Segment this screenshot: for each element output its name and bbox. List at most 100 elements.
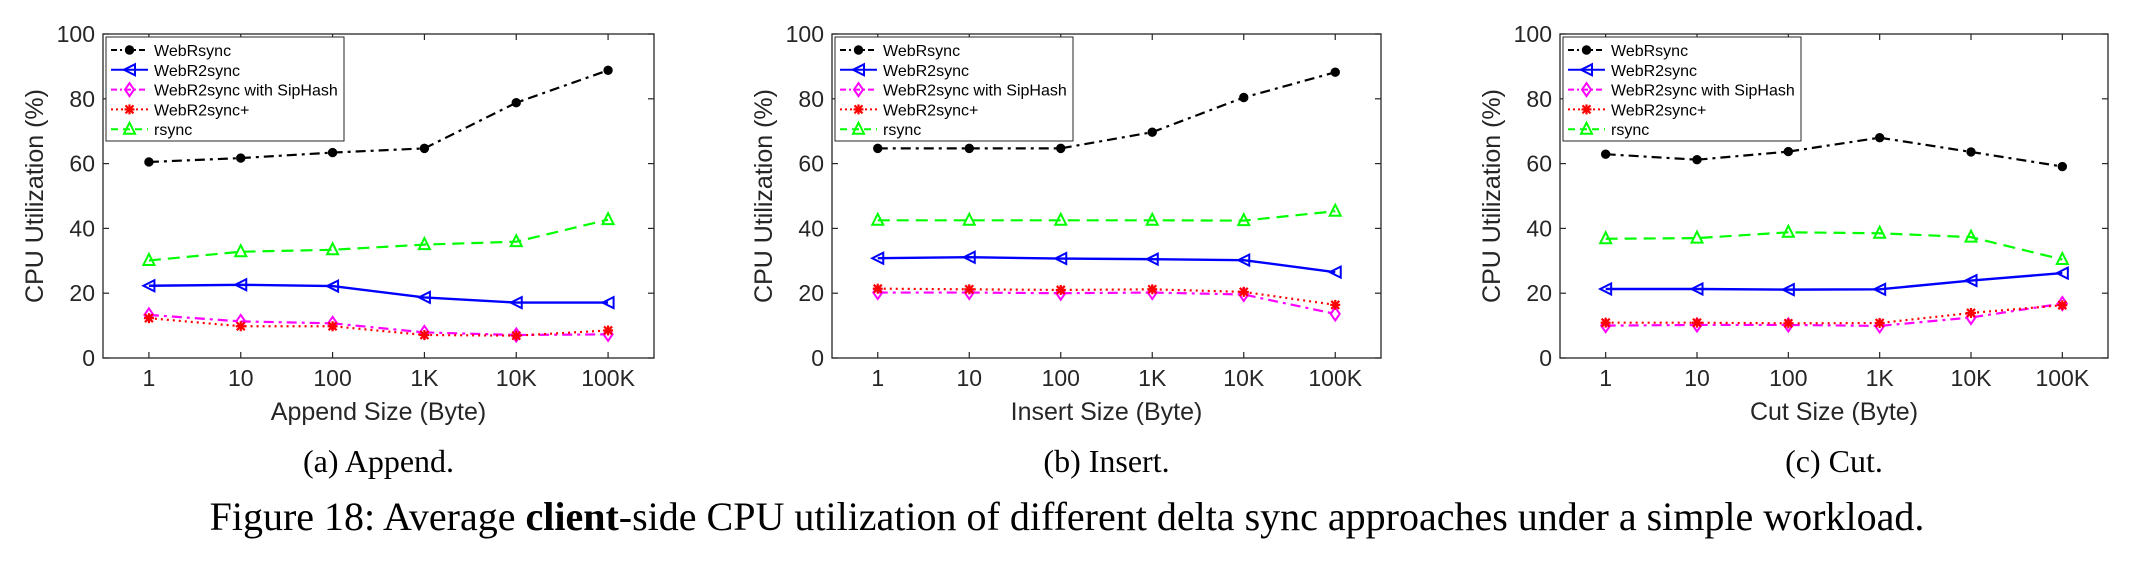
data-point-marker [327, 147, 338, 158]
data-point-marker [324, 278, 340, 294]
y-tick-label: 80 [798, 86, 824, 112]
legend-marker-icon [851, 120, 866, 135]
data-point-marker [508, 295, 523, 310]
data-point-marker [325, 241, 340, 256]
plot-area [831, 33, 1382, 359]
data-point-marker [1963, 273, 1978, 288]
data-point-marker [1329, 305, 1341, 323]
data-point-marker [873, 143, 883, 154]
y-axis-title: CPU Utilization (%) [1478, 89, 1506, 303]
data-point-marker [1055, 284, 1066, 295]
legend-box [1562, 36, 1802, 142]
data-point-marker [236, 153, 246, 163]
legend-item: WebRsync [840, 43, 960, 60]
legend-item: WebR2sync [1568, 62, 1697, 80]
data-point-marker [1692, 317, 1702, 328]
data-point-marker [1145, 211, 1160, 226]
legend-marker-icon [853, 104, 864, 115]
data-point-marker [603, 325, 614, 336]
data-point-marker [1330, 67, 1340, 77]
chart-panel-3: 0 20 40 60 80 100 1 10 100 1K 10K 100K Cut Size (Byt… [1478, 21, 2109, 479]
series-webr2sync [141, 277, 615, 310]
series-webr2sync-with-siphash [872, 284, 1341, 323]
legend-marker-icon [1579, 120, 1594, 135]
data-point-marker [1053, 211, 1068, 226]
chart-panel-2: 0 20 40 60 80 100 1 10 100 1K 10K 100K Insert Size (… [750, 21, 1382, 479]
y-tick-label: 20 [798, 280, 824, 306]
legend-label: WebR2sync with SipHash [154, 83, 338, 100]
series-webrsync [1600, 132, 2068, 172]
subfigure-caption: (b) Insert. [1043, 443, 1169, 479]
data-point-marker [1963, 228, 1979, 243]
data-point-marker [144, 157, 154, 167]
data-point-marker [233, 277, 248, 292]
data-point-marker [1692, 155, 1702, 165]
y-tick-label: 60 [1526, 151, 1552, 177]
x-tick-label: 100 [1042, 365, 1080, 391]
series-line [877, 256, 1336, 274]
data-point-marker [600, 295, 615, 310]
legend-marker-icon [852, 81, 865, 98]
data-point-marker [2055, 250, 2070, 266]
y-tick-label: 0 [1539, 345, 1552, 371]
legend-label: WebR2sync [154, 63, 240, 80]
y-tick-label: 60 [798, 151, 824, 177]
x-tick-label: 10 [228, 365, 254, 391]
data-point-marker [235, 321, 246, 332]
data-point-marker [1147, 127, 1157, 137]
figure-caption: Figure 18: Average client-side CPU utili… [210, 494, 1925, 539]
data-point-marker [1328, 202, 1343, 217]
legend-item: WebR2sync [111, 62, 240, 80]
y-tick-label: 20 [1526, 280, 1552, 306]
x-axis-title: Insert Size (Byte) [1011, 398, 1203, 426]
data-point-marker [1236, 253, 1251, 268]
y-tick-label: 40 [69, 215, 95, 241]
series-rsync [870, 202, 1343, 227]
legend-item: rsync [111, 120, 192, 139]
series-webrsync [144, 65, 613, 167]
series-line [1605, 304, 2063, 325]
x-tick-label: 100 [313, 365, 351, 391]
series-line [148, 283, 609, 304]
data-point-marker [416, 290, 431, 305]
series-line [877, 71, 1336, 150]
data-point-marker [2057, 300, 2068, 311]
x-tick-label: 10 [956, 365, 982, 391]
legend-label: WebRsync [154, 43, 231, 60]
x-tick-label: 1 [143, 365, 156, 391]
y-tick-label: 100 [1514, 21, 1552, 47]
x-tick-label: 1K [1138, 365, 1167, 391]
y-tick-label: 0 [82, 345, 95, 371]
data-point-marker [511, 330, 522, 341]
y-tick-label: 40 [798, 215, 824, 241]
data-point-marker [870, 211, 885, 226]
x-tick-label: 10K [1223, 365, 1265, 391]
legend-marker-icon [850, 62, 865, 77]
data-point-marker [1239, 92, 1249, 103]
y-tick-label: 80 [69, 86, 95, 112]
data-point-marker [1053, 251, 1068, 266]
data-point-marker [962, 211, 977, 226]
series-line [1605, 271, 2063, 291]
subfigure-caption: (c) Cut. [1785, 443, 1883, 479]
y-tick-label: 20 [69, 280, 95, 306]
series-rsync [1598, 223, 2070, 266]
legend-item: WebR2sync+ [1568, 102, 1706, 119]
legend-label: rsync [154, 122, 192, 139]
y-tick-label: 80 [1526, 86, 1552, 112]
figure-caption-bold: client [525, 494, 619, 539]
plot-area [1559, 33, 2109, 359]
data-point-marker [1783, 318, 1794, 329]
data-point-marker [1966, 307, 1976, 318]
legend: WebRsync WebR2sync WebR2sync with SipHash W… [834, 36, 1074, 142]
data-point-marker [1330, 299, 1341, 310]
data-point-marker [964, 284, 975, 295]
legend-label: WebR2sync [1611, 63, 1697, 80]
data-point-marker [1597, 281, 1613, 297]
data-point-marker [141, 278, 156, 293]
data-point-marker [2054, 265, 2069, 281]
x-axis-title: Cut Size (Byte) [1750, 398, 1918, 426]
y-axis-title: CPU Utilization (%) [21, 89, 49, 303]
legend-item: WebRsync [111, 43, 231, 60]
data-point-marker [1689, 229, 1705, 244]
